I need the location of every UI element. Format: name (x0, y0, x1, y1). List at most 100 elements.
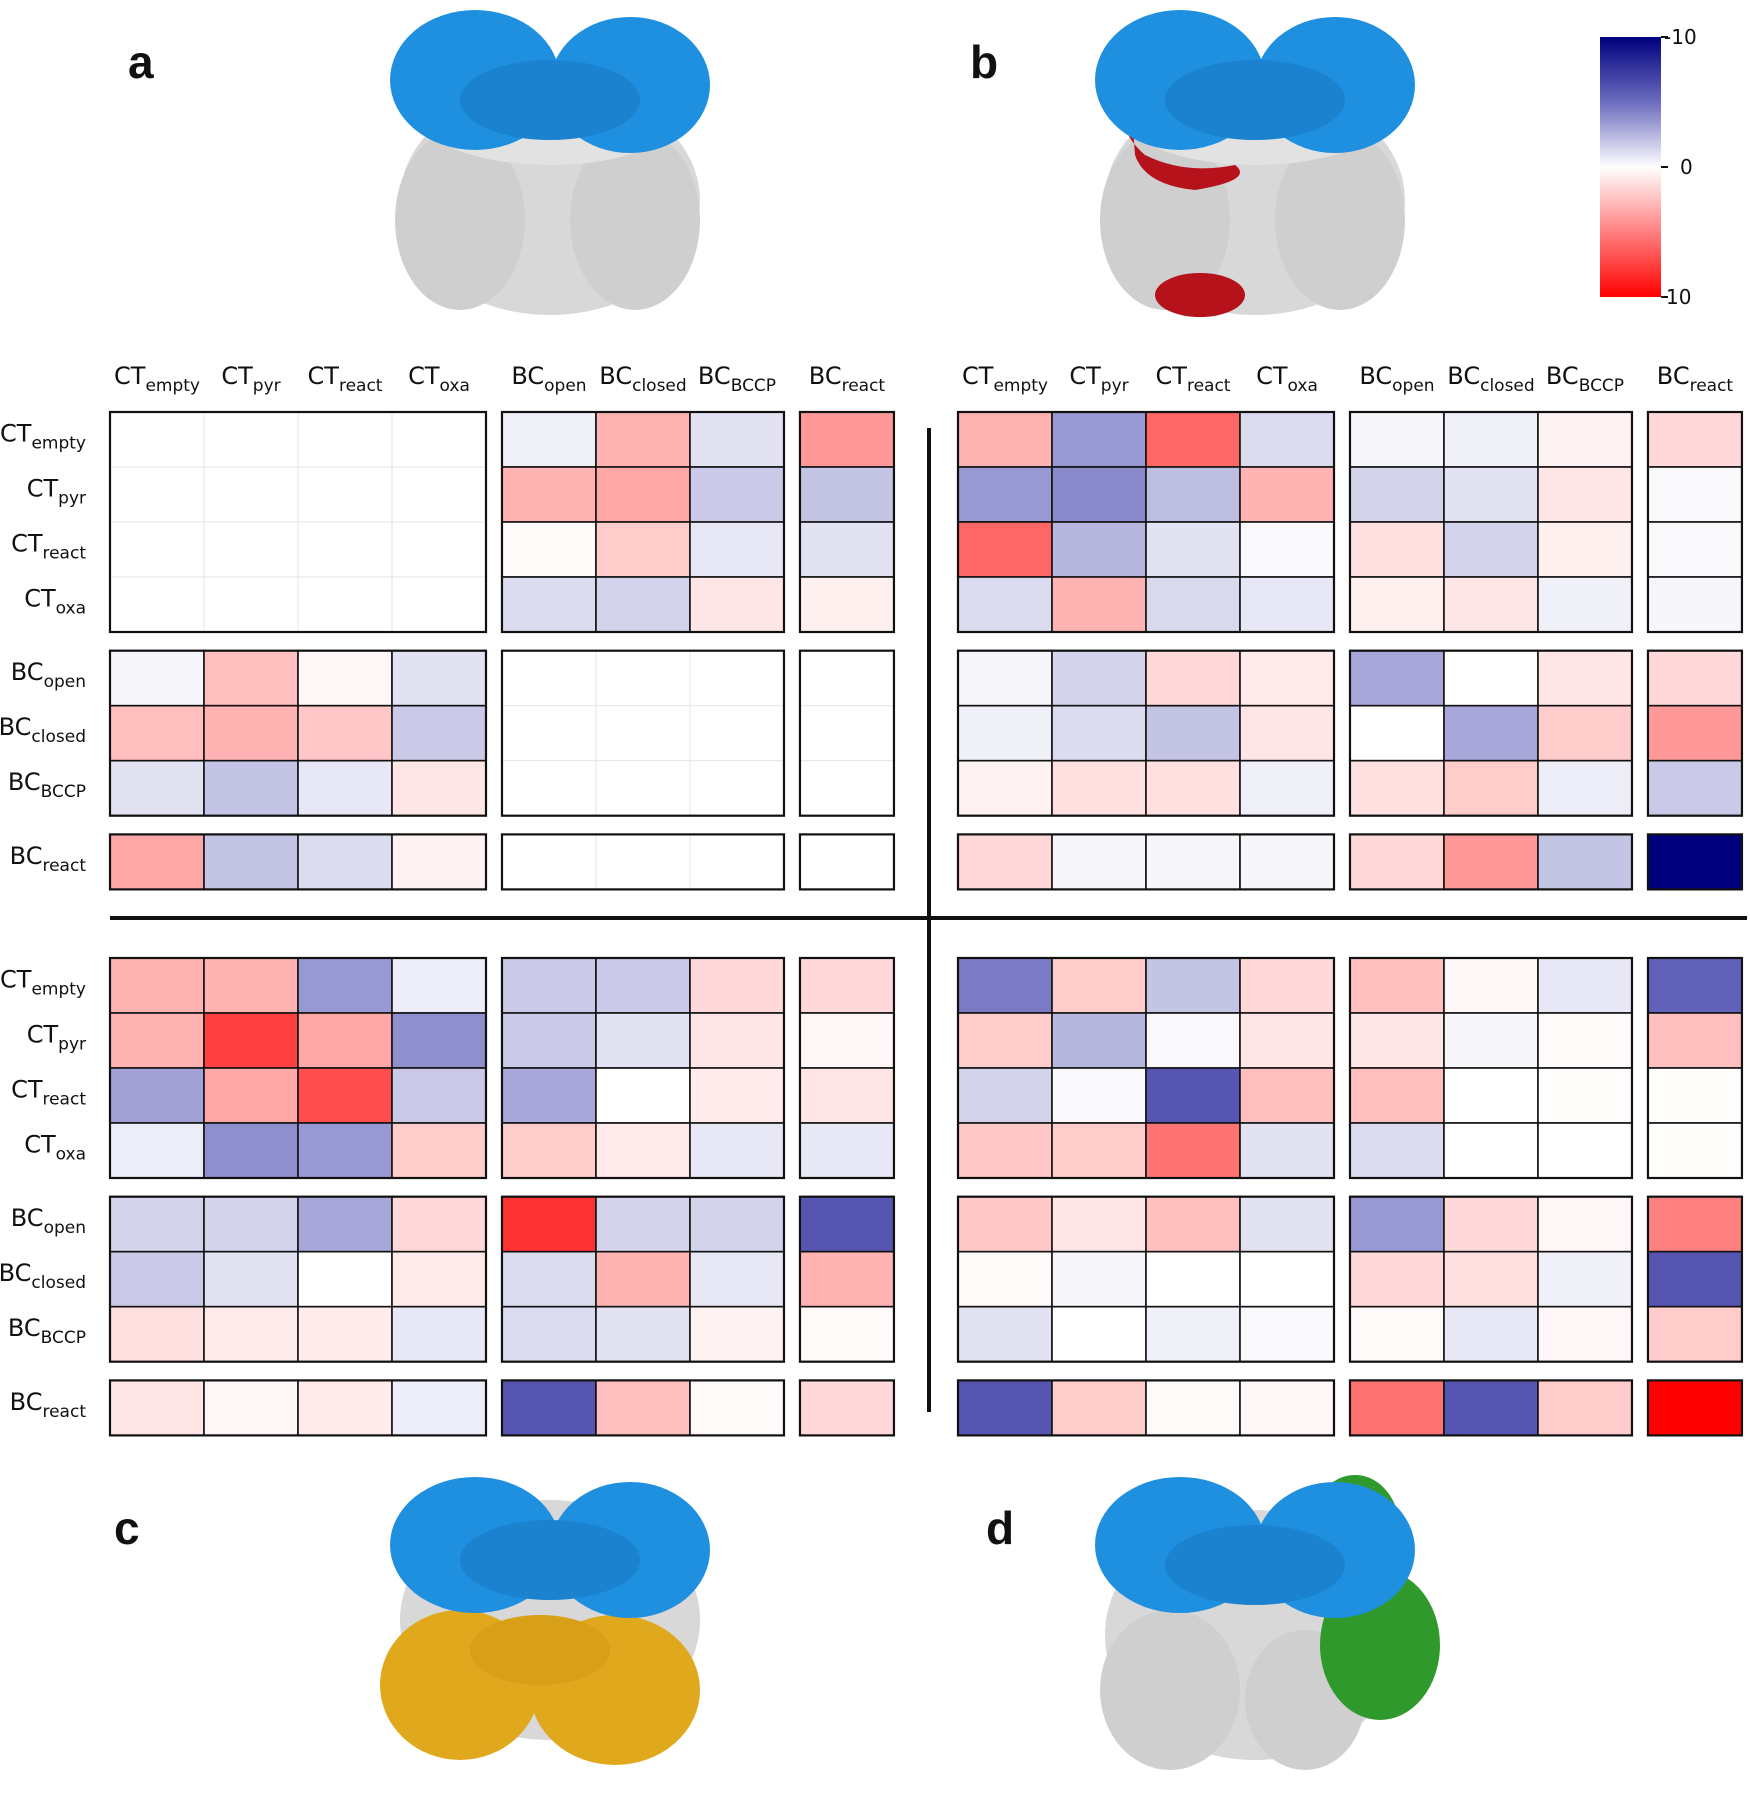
heatmap-cell-c-r7-c3 (391, 1379, 487, 1437)
heatmap-cell-c-r1-c0 (109, 1012, 205, 1069)
heatmap-cell-d-r6-c2 (1145, 1305, 1241, 1363)
heatmap-cell-b-r7-c2 (1145, 833, 1241, 891)
heatmap-block-d (956, 956, 1336, 1180)
heatmap-cell-d-r4-c1 (1051, 1195, 1147, 1253)
heatmap-cell-c-r4-c0 (109, 1195, 205, 1253)
heatmap-cell-a-r6-c2 (297, 759, 393, 817)
colorbar-tick-mid: 0 (1680, 155, 1693, 179)
heatmap-cell-b-r5-c1 (1051, 704, 1147, 762)
heatmap-cell-a-r2-c1 (203, 521, 299, 578)
heatmap-cell-c-r4-c2 (297, 1195, 393, 1253)
heatmap-cell-c-r1-c4 (501, 1012, 597, 1069)
heatmap-cell-c-r1-c5 (595, 1012, 691, 1069)
heatmap-cell-a-r1-c3 (391, 466, 487, 523)
heatmap-cell-c-r3-c3 (391, 1122, 487, 1179)
heatmap-cell-a-r2-c3 (391, 521, 487, 578)
heatmap-cell-a-r3-c4 (501, 576, 597, 633)
heatmap-cell-b-r2-c5 (1443, 521, 1539, 578)
heatmap-block-d (1646, 1379, 1744, 1437)
heatmap-block-c (798, 956, 896, 1180)
heatmap-d (956, 956, 1744, 1437)
heatmap-cell-d-r2-c3 (1239, 1067, 1335, 1124)
heatmap-cell-d-r1-c4 (1349, 1012, 1445, 1069)
heatmap-cell-b-r4-c1 (1051, 649, 1147, 707)
heatmap-cell-d-r1-c6 (1537, 1012, 1633, 1069)
col-label-a-5: BCclosed (599, 362, 686, 396)
heatmap-cell-a-r5-c7 (799, 705, 895, 762)
heatmap-cell-b-r7-c5 (1443, 833, 1539, 891)
heatmap-block-d (956, 1379, 1336, 1437)
heatmap-cell-a-r3-c0 (109, 576, 205, 633)
heatmap-cell-d-r3-c0 (957, 1122, 1053, 1179)
heatmap-block-c (500, 1379, 786, 1437)
heatmap-cell-d-r6-c4 (1349, 1305, 1445, 1363)
heatmap-block-c (108, 956, 488, 1180)
heatmap-block-c (500, 956, 786, 1180)
heatmap-cell-a-r0-c6 (689, 411, 785, 468)
heatmap-cell-d-r3-c3 (1239, 1122, 1335, 1179)
heatmap-cell-d-r6-c7 (1647, 1305, 1743, 1363)
col-label-a-6: BCBCCP (698, 362, 776, 396)
heatmap-cell-a-r6-c7 (799, 760, 895, 817)
heatmap-cell-b-r4-c4 (1349, 649, 1445, 707)
heatmap-cell-c-r3-c5 (595, 1122, 691, 1179)
heatmap-cell-b-r6-c7 (1647, 759, 1743, 817)
heatmap-block-a (108, 833, 488, 891)
heatmap-block-b (1646, 410, 1744, 634)
heatmap-cell-d-r3-c4 (1349, 1122, 1445, 1179)
heatmap-cell-a-r4-c6 (689, 650, 785, 707)
structure-d (1095, 1475, 1440, 1770)
heatmap-cell-d-r5-c5 (1443, 1250, 1539, 1308)
heatmap-cell-c-r4-c4 (501, 1195, 597, 1253)
heatmap-cell-b-r6-c1 (1051, 759, 1147, 817)
heatmap-cell-c-r3-c1 (203, 1122, 299, 1179)
heatmap-cell-a-r7-c2 (297, 833, 393, 891)
col-label-a-1: CTpyr (221, 362, 280, 396)
heatmap-cell-b-r5-c6 (1537, 704, 1633, 762)
col-label-b-0: CTempty (962, 362, 1048, 396)
heatmap-cell-b-r2-c3 (1239, 521, 1335, 578)
heatmap-cell-c-r0-c4 (501, 957, 597, 1014)
heatmap-cell-b-r3-c1 (1051, 576, 1147, 633)
heatmap-cell-a-r5-c4 (501, 705, 597, 762)
heatmap-cell-a-r4-c3 (391, 649, 487, 707)
panel-letter-b: b (970, 36, 998, 88)
heatmap-cell-b-r5-c4 (1349, 704, 1445, 762)
heatmap-cell-d-r5-c3 (1239, 1250, 1335, 1308)
row-label-a-1: CTpyr (27, 475, 86, 509)
col-label-b-3: CToxa (1256, 362, 1318, 396)
heatmap-cell-c-r3-c6 (689, 1122, 785, 1179)
heatmap-cell-c-r1-c6 (689, 1012, 785, 1069)
heatmap-cell-a-r2-c4 (501, 521, 597, 578)
heatmap-cell-d-r4-c5 (1443, 1195, 1539, 1253)
heatmap-cell-d-r0-c4 (1349, 957, 1445, 1014)
heatmap-cell-c-r1-c1 (203, 1012, 299, 1069)
heatmap-cell-c-r2-c3 (391, 1067, 487, 1124)
structure-a (390, 10, 710, 315)
row-label-a-2: CTreact (11, 530, 86, 564)
heatmap-cell-c-r5-c0 (109, 1250, 205, 1308)
heatmap-cell-b-r0-c0 (957, 411, 1053, 468)
heatmap-cell-c-r6-c4 (501, 1305, 597, 1363)
row-label-a-4: BCopen (11, 658, 86, 692)
heatmap-cell-b-r5-c5 (1443, 704, 1539, 762)
heatmap-cell-c-r5-c5 (595, 1250, 691, 1308)
col-label-a-3: CToxa (408, 362, 470, 396)
heatmap-cell-a-r4-c2 (297, 649, 393, 707)
heatmap-cell-b-r5-c0 (957, 704, 1053, 762)
heatmap-cell-d-r7-c0 (957, 1379, 1053, 1437)
heatmap-cell-c-r2-c0 (109, 1067, 205, 1124)
heatmap-block-a (798, 410, 896, 634)
heatmap-block-d (1348, 1379, 1634, 1437)
heatmap-cell-a-r6-c0 (109, 759, 205, 817)
heatmap-cell-d-r7-c7 (1647, 1379, 1743, 1437)
heatmap-cell-b-r7-c0 (957, 833, 1053, 891)
heatmap-cell-b-r1-c2 (1145, 466, 1241, 523)
heatmap-cell-c-r0-c3 (391, 957, 487, 1014)
heatmap-block-a (500, 833, 786, 891)
heatmap-block-d (1646, 1195, 1744, 1363)
heatmap-c: CTempty CTpyr CTreact CToxa BCopen BCclosed BC… (0, 956, 896, 1437)
col-label-b-6: BCBCCP (1546, 362, 1624, 396)
heatmap-cell-a-r4-c5 (595, 650, 691, 707)
heatmap-cell-d-r1-c1 (1051, 1012, 1147, 1069)
